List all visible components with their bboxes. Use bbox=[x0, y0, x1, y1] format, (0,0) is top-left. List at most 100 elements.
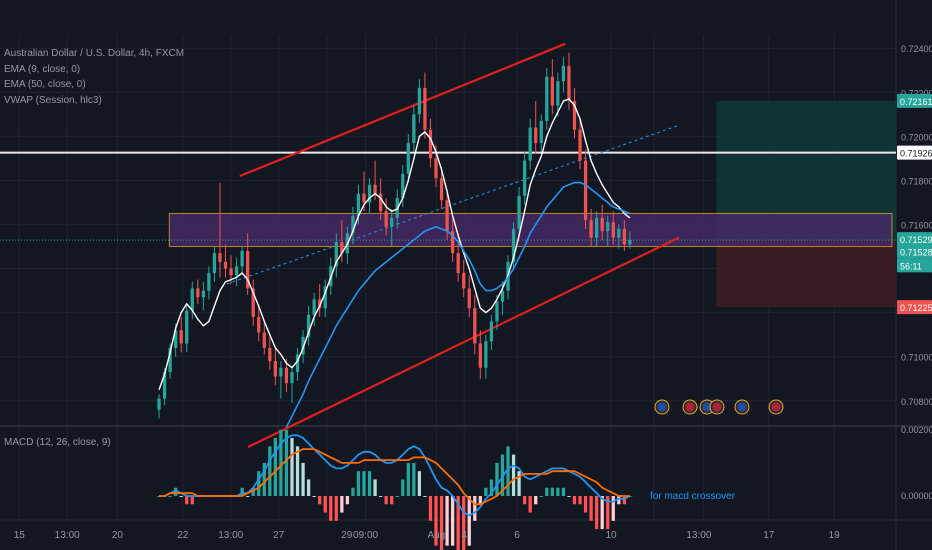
ema-9-label[interactable]: EMA (9, close, 0) bbox=[4, 63, 81, 75]
flag-icon bbox=[737, 402, 747, 412]
candle-body bbox=[390, 217, 394, 227]
macd-histogram-bar bbox=[450, 496, 455, 546]
candle-body bbox=[190, 288, 194, 311]
candle-body bbox=[284, 367, 289, 384]
macd-histogram-bar bbox=[257, 471, 261, 496]
candle-body bbox=[279, 367, 283, 377]
candle-body bbox=[229, 268, 233, 276]
price-axis-tick: 0.71800 bbox=[901, 176, 932, 186]
candle-body bbox=[522, 160, 527, 196]
macd-histogram-bar bbox=[395, 496, 399, 497]
price-axis-tick: 0.71600 bbox=[901, 220, 932, 230]
price-label-text: 56:11 bbox=[900, 261, 922, 271]
macd-histogram-bar bbox=[445, 496, 449, 546]
macd-histogram-bar bbox=[384, 496, 388, 505]
candle-body bbox=[445, 200, 449, 232]
channel-mid-line bbox=[226, 124, 679, 285]
candle-body bbox=[290, 372, 294, 384]
macd-legend[interactable]: MACD (12, 26, close, 9) bbox=[4, 437, 111, 448]
time-axis-label: 22 bbox=[177, 530, 189, 541]
macd-histogram-bar bbox=[473, 496, 477, 521]
macd-histogram-bar bbox=[462, 496, 466, 550]
price-label-text: 0.71528 bbox=[900, 247, 932, 257]
candle-body bbox=[201, 290, 205, 298]
macd-histogram-bar bbox=[556, 487, 560, 496]
macd-histogram-bar bbox=[572, 496, 577, 505]
time-axis-label: 10 bbox=[606, 530, 618, 541]
price-axis-tick: 0.70800 bbox=[901, 397, 932, 407]
macd-histogram-bar bbox=[168, 496, 172, 497]
macd-histogram-bar bbox=[550, 487, 554, 496]
candle-body bbox=[528, 127, 532, 161]
candle-body bbox=[578, 129, 582, 161]
macd-histogram-bar bbox=[179, 496, 183, 497]
macd-histogram-bar bbox=[273, 438, 278, 496]
macd-histogram-bar bbox=[478, 496, 482, 505]
candle-body bbox=[622, 228, 626, 245]
candle-body bbox=[489, 321, 494, 342]
vwap-label[interactable]: VWAP (Session, hlc3) bbox=[4, 94, 102, 106]
macd-signal-line bbox=[159, 448, 630, 506]
macd-histogram-bar bbox=[534, 496, 538, 505]
candle-body bbox=[223, 261, 228, 269]
candle-body bbox=[295, 354, 300, 373]
macd-histogram-bar bbox=[522, 496, 527, 505]
candle-body bbox=[168, 347, 172, 373]
flag-icon bbox=[657, 402, 667, 412]
macd-histogram-bar bbox=[583, 496, 588, 513]
candle-body bbox=[450, 231, 455, 254]
macd-histogram-bar bbox=[185, 496, 189, 505]
flag-icon bbox=[771, 402, 781, 412]
candle-body bbox=[517, 195, 521, 229]
candle-body bbox=[567, 65, 571, 102]
candle-body bbox=[434, 158, 438, 179]
macd-histogram-bar bbox=[240, 487, 244, 496]
candle-body bbox=[406, 142, 410, 174]
macd-histogram-bar bbox=[262, 462, 266, 496]
price-axis-tick: 0.72000 bbox=[901, 132, 932, 142]
macd-histogram-bar bbox=[334, 496, 338, 521]
macd-histogram-bar bbox=[312, 496, 316, 497]
candle-body bbox=[484, 341, 488, 368]
macd-histogram-bar bbox=[340, 496, 344, 513]
candle-body bbox=[606, 222, 610, 232]
time-axis-label: 09:00 bbox=[353, 530, 378, 541]
ema-50-label[interactable]: EMA (50, close, 0) bbox=[4, 79, 86, 90]
candle-body bbox=[473, 308, 477, 344]
price-label-text: 0.71225 bbox=[900, 303, 932, 313]
macd-histogram-bar bbox=[412, 462, 416, 496]
macd-histogram-bar bbox=[439, 496, 444, 550]
time-axis-label: 13:00 bbox=[686, 530, 711, 541]
symbol-title: Australian Dollar / U.S. Dollar, 4h, FXC… bbox=[4, 48, 185, 59]
candle-body bbox=[351, 215, 355, 234]
candle-body bbox=[439, 178, 444, 201]
time-axis-label: Aug bbox=[427, 530, 445, 541]
stop-zone-box bbox=[716, 240, 896, 308]
time-axis-label: 15 bbox=[14, 530, 26, 541]
macd-histogram-bar bbox=[622, 496, 626, 505]
price-label-tag bbox=[897, 232, 932, 247]
macd-histogram-bar bbox=[434, 496, 438, 546]
macd-histogram-bar bbox=[567, 496, 571, 497]
ema-50-line bbox=[285, 181, 631, 428]
macd-histogram-bar bbox=[251, 487, 255, 496]
macd-histogram-bar bbox=[378, 496, 383, 497]
macd-histogram-bar bbox=[318, 496, 322, 505]
candle-body bbox=[318, 299, 322, 309]
candle-body bbox=[423, 87, 427, 130]
macd-histogram-bar bbox=[428, 496, 433, 521]
time-axis-label: 13:00 bbox=[55, 530, 80, 541]
macd-histogram-bar bbox=[356, 471, 361, 496]
candle-body bbox=[367, 184, 372, 203]
price-label-text: 0.71926 bbox=[900, 149, 932, 159]
time-axis-label: 4 bbox=[461, 530, 467, 541]
candle-body bbox=[240, 250, 244, 267]
candle-body bbox=[561, 65, 566, 82]
macd-histogram-bar bbox=[417, 471, 422, 496]
macd-histogram-bar bbox=[362, 471, 366, 496]
macd-histogram-bar bbox=[390, 496, 394, 505]
macd-histogram-bar bbox=[406, 462, 410, 496]
macd-histogram-bar bbox=[174, 487, 178, 496]
time-axis-label: 19 bbox=[829, 530, 841, 541]
